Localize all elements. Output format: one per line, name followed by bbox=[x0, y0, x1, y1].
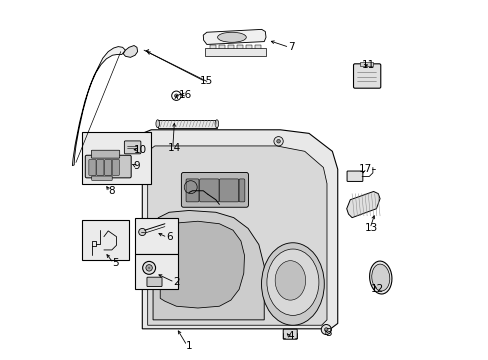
FancyBboxPatch shape bbox=[199, 179, 219, 202]
FancyBboxPatch shape bbox=[89, 159, 96, 175]
FancyBboxPatch shape bbox=[104, 159, 112, 175]
Circle shape bbox=[171, 91, 181, 100]
Text: 7: 7 bbox=[287, 42, 294, 52]
Polygon shape bbox=[203, 30, 265, 44]
FancyBboxPatch shape bbox=[124, 141, 141, 154]
FancyBboxPatch shape bbox=[239, 179, 244, 202]
Ellipse shape bbox=[261, 243, 324, 325]
FancyBboxPatch shape bbox=[112, 159, 119, 175]
Text: 1: 1 bbox=[185, 341, 192, 351]
Text: 4: 4 bbox=[287, 331, 294, 341]
Text: 6: 6 bbox=[165, 232, 172, 242]
Circle shape bbox=[142, 261, 155, 274]
Text: 9: 9 bbox=[133, 161, 140, 171]
FancyBboxPatch shape bbox=[181, 172, 248, 207]
Polygon shape bbox=[142, 130, 337, 329]
Text: 2: 2 bbox=[173, 277, 179, 287]
Text: 5: 5 bbox=[112, 258, 119, 268]
Ellipse shape bbox=[215, 120, 218, 128]
Ellipse shape bbox=[369, 261, 391, 294]
FancyBboxPatch shape bbox=[185, 179, 199, 202]
FancyBboxPatch shape bbox=[85, 155, 131, 178]
FancyBboxPatch shape bbox=[283, 329, 297, 339]
Bar bbox=[359, 62, 372, 66]
Text: 8: 8 bbox=[108, 186, 115, 197]
Polygon shape bbox=[160, 221, 244, 308]
Bar bbox=[204, 48, 265, 56]
Polygon shape bbox=[346, 192, 379, 218]
Text: 17: 17 bbox=[358, 164, 371, 174]
Ellipse shape bbox=[275, 261, 305, 300]
Bar bbox=[210, 45, 215, 51]
FancyBboxPatch shape bbox=[147, 277, 162, 287]
Text: 16: 16 bbox=[178, 90, 192, 100]
Polygon shape bbox=[123, 45, 137, 57]
Circle shape bbox=[145, 265, 152, 271]
Ellipse shape bbox=[217, 32, 246, 42]
Circle shape bbox=[321, 324, 330, 334]
Circle shape bbox=[174, 94, 178, 98]
Bar bbox=[228, 45, 233, 51]
Polygon shape bbox=[72, 46, 125, 166]
Circle shape bbox=[148, 267, 150, 269]
Bar bbox=[82, 132, 150, 184]
Text: 14: 14 bbox=[167, 143, 181, 153]
Bar bbox=[82, 220, 129, 260]
FancyBboxPatch shape bbox=[92, 176, 112, 180]
Bar bbox=[237, 45, 242, 51]
FancyBboxPatch shape bbox=[219, 179, 238, 202]
Bar bbox=[135, 218, 178, 253]
Text: 15: 15 bbox=[200, 76, 213, 86]
Circle shape bbox=[139, 228, 145, 235]
Text: 3: 3 bbox=[325, 328, 331, 338]
Text: 11: 11 bbox=[361, 60, 374, 70]
Circle shape bbox=[324, 328, 327, 331]
FancyBboxPatch shape bbox=[346, 171, 362, 181]
FancyBboxPatch shape bbox=[353, 64, 380, 88]
Text: 12: 12 bbox=[370, 284, 383, 294]
Ellipse shape bbox=[371, 264, 389, 291]
Bar bbox=[135, 253, 178, 289]
Ellipse shape bbox=[266, 249, 318, 315]
Ellipse shape bbox=[156, 120, 159, 128]
FancyBboxPatch shape bbox=[91, 150, 120, 158]
Bar bbox=[246, 45, 251, 51]
Circle shape bbox=[276, 139, 280, 143]
Text: 13: 13 bbox=[365, 224, 378, 233]
Circle shape bbox=[273, 136, 283, 146]
Polygon shape bbox=[147, 146, 326, 325]
Text: 10: 10 bbox=[134, 144, 147, 154]
Bar bbox=[158, 120, 217, 128]
Bar bbox=[255, 45, 260, 51]
Polygon shape bbox=[153, 211, 264, 320]
FancyBboxPatch shape bbox=[97, 159, 104, 175]
Bar bbox=[219, 45, 224, 51]
